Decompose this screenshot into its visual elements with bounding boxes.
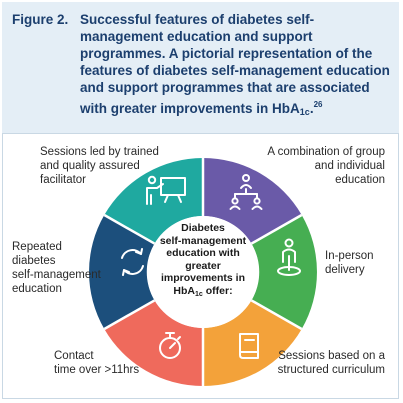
segment-facilitator [104,158,203,244]
label-group-individual: A combination of group and individual ed… [252,145,385,187]
label-line: education [335,174,385,186]
segment-in-person [251,215,317,329]
label-line: structured curriculum [277,364,385,376]
label-contact-time: Contact time over >11hrs [54,349,139,377]
label-line: Sessions based on a [278,350,385,362]
center-circle [147,216,259,328]
label-line: self-management [12,269,101,281]
label-curriculum: Sessions based on a structured curriculu… [262,349,385,377]
label-repeated: Repeated diabetes self-management educat… [12,240,101,296]
figure-label: Figure 2. [12,12,69,27]
label-line: education [12,283,62,295]
person-pin-icon [277,238,301,276]
center-text: Diabetes self-management education with … [150,222,256,301]
label-line: A combination of group [267,146,385,158]
center-offer: offer: [202,284,233,297]
center-subscript: 1c [195,290,203,298]
label-line: facilitator [40,174,87,186]
label-line: delivery [325,264,365,276]
caption-subscript: 1c [299,107,310,117]
label-line: and quality assured [40,160,140,172]
book-icon [239,333,259,359]
caption-end: . [309,101,314,116]
label-line: Contact [54,350,94,362]
segment-separators [103,158,303,386]
presenter-board-icon [146,175,186,205]
caption-main: Successful features of diabetes self-man… [80,12,390,116]
center-line-3: education with greater [166,247,240,272]
center-hba: HbA [173,284,196,297]
repeat-arrows-icon [121,248,144,276]
label-in-person: In-person delivery [325,249,374,277]
center-line-2: self-management [159,234,247,247]
caption-reference: 26 [313,100,323,109]
label-line: time over >11hrs [54,364,140,376]
figure-caption: Successful features of diabetes self-man… [80,11,392,121]
center-line-1: Diabetes [181,222,225,234]
segment-contact-time [104,300,203,386]
segment-group-individual [203,158,302,244]
label-line: In-person [325,250,374,262]
label-facilitator: Sessions led by trained and quality assu… [40,145,159,187]
stopwatch-icon [159,332,181,359]
label-line: Repeated [12,241,62,253]
center-line-4: improvements in [160,272,246,284]
label-line: Sessions led by trained [40,146,159,158]
segment-curriculum [203,300,302,386]
figure-header: Figure 2. Successful features of diabete… [2,2,399,134]
segment-repeated [89,215,155,329]
group-network-icon [229,174,263,210]
label-line: diabetes [12,255,56,267]
center-line-5: HbA1c offer: [150,285,256,302]
label-line: and individual [314,160,385,172]
